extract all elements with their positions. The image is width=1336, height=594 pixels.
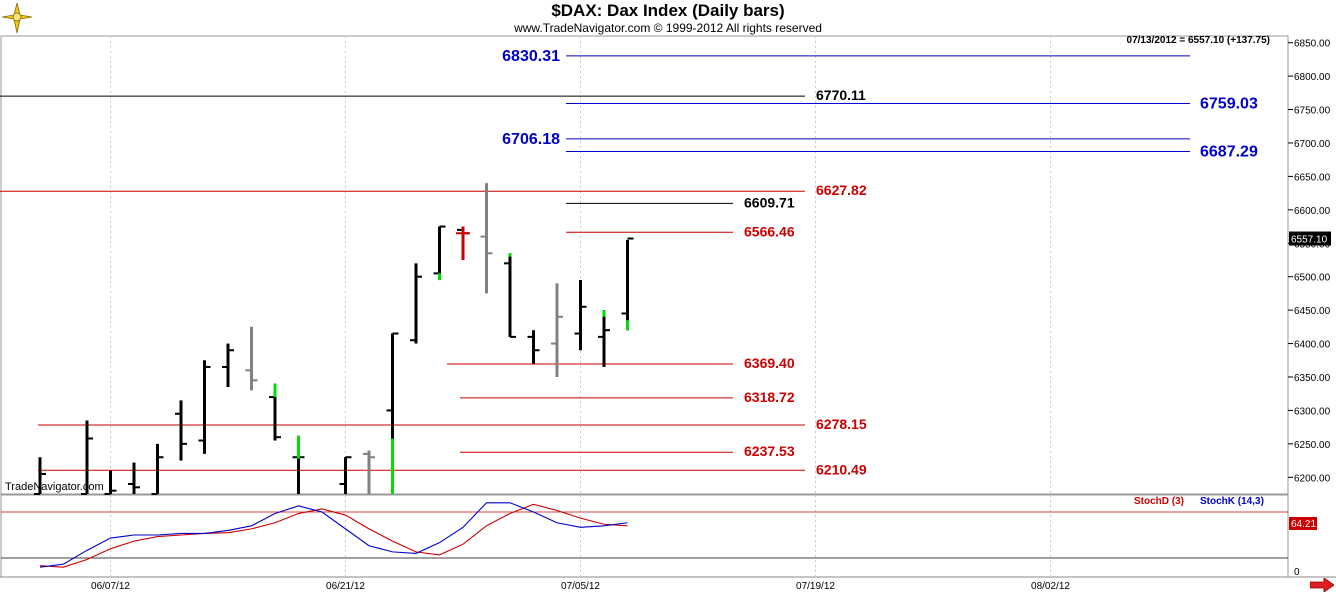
- stoch-last-value-label: 64.21: [1291, 519, 1316, 530]
- ohlc-bar-2012-07-04: [551, 283, 563, 377]
- scroll-right-arrow-icon[interactable]: [1310, 578, 1334, 592]
- y-tick-label-6200.00: 6200.00: [1294, 473, 1331, 484]
- x-tick-label-2012-06-21: 06/21/12: [326, 581, 365, 592]
- y-tick-label-6800.00: 6800.00: [1294, 72, 1331, 83]
- y-tick-label-6450.00: 6450.00: [1294, 306, 1331, 317]
- ohlc-bar-2012-06-21: [339, 456, 352, 494]
- ohlc-bar-2012-06-15: [245, 326, 258, 391]
- legend-stochk: StochK (14,3): [1200, 496, 1264, 507]
- level-label-6210.49: 6210.49: [816, 461, 867, 477]
- y-tick-label-6700.00: 6700.00: [1294, 139, 1331, 150]
- price-panel-frame: [0, 35, 1289, 495]
- y-tick-label-6850.00: 6850.00: [1294, 39, 1331, 50]
- last-quote-readout: 07/13/2012 = 6557.10 (+137.75): [1126, 35, 1270, 46]
- level-label-6369.40: 6369.40: [744, 355, 795, 371]
- level-label-6770.11: 6770.11: [816, 87, 866, 103]
- y-tick-label-6350.00: 6350.00: [1294, 373, 1331, 384]
- legend-stochd: StochD (3): [1134, 496, 1184, 507]
- ohlc-bar-2012-07-09: [621, 237, 634, 331]
- ohlc-bar-2012-06-08: [128, 462, 140, 494]
- ohlc-bar-2012-06-25: [386, 332, 399, 494]
- ohlc-bar-2012-06-13: [198, 360, 211, 454]
- chart-subtitle: www.TradeNavigator.com © 1999-2012 All r…: [514, 21, 822, 35]
- ohlc-bar-2012-06-11: [151, 443, 164, 495]
- y-tick-label-6650.00: 6650.00: [1294, 172, 1331, 183]
- y-tick-label-6600.00: 6600.00: [1294, 206, 1331, 217]
- x-tick-label-2012-07-19: 07/19/12: [796, 581, 835, 592]
- level-label-6318.72: 6318.72: [744, 389, 795, 405]
- ohlc-bar-2012-07-05: [574, 280, 587, 351]
- ohlc-bar-2012-06-27: [433, 225, 446, 281]
- indicator-panel-frame: [0, 494, 1289, 578]
- stoch-line-k: [39, 502, 628, 568]
- watermark: TradeNavigator.com: [5, 481, 104, 493]
- ohlc-bar-2012-06-19: [292, 435, 305, 494]
- level-label-6627.82: 6627.82: [816, 182, 867, 198]
- ohlc-bar-2012-06-06: [81, 420, 93, 495]
- y-tick-label-6300.00: 6300.00: [1294, 406, 1331, 417]
- ohlc-bar-2012-06-12: [175, 400, 187, 461]
- ohlc-bar-2012-07-06: [598, 310, 610, 367]
- ohlc-bar-2012-06-29: [480, 183, 493, 294]
- level-label-6237.53: 6237.53: [744, 443, 795, 459]
- level-label-6609.71: 6609.71: [744, 194, 795, 210]
- ohlc-bar-2012-06-04: [34, 457, 46, 495]
- x-tick-label-2012-07-05: 07/05/12: [561, 581, 600, 592]
- ohlc-bar-2012-07-03: [527, 330, 540, 364]
- last-price-box: [1289, 231, 1331, 246]
- level-label-6706.18: 6706.18: [502, 131, 560, 148]
- ohlc-bar-2012-06-22: [363, 450, 375, 494]
- x-tick-label-2012-08-02: 08/02/12: [1031, 581, 1070, 592]
- ohlc-bar-2012-06-28: [456, 226, 470, 260]
- y-tick-label-6400.00: 6400.00: [1294, 340, 1331, 351]
- trade-navigator-logo-icon: [2, 2, 32, 34]
- ohlc-bar-2012-06-14: [222, 343, 234, 388]
- stoch-line-d: [39, 503, 628, 568]
- ohlc-bar-2012-07-02: [504, 253, 516, 338]
- last-price-label: 6557.10: [1291, 235, 1328, 246]
- level-label-6830.31: 6830.31: [502, 48, 560, 65]
- ohlc-bar-2012-06-26: [410, 263, 422, 344]
- ohlc-bar-2012-06-07: [104, 470, 117, 495]
- y-tick-label-6250.00: 6250.00: [1294, 440, 1331, 451]
- level-label-6566.46: 6566.46: [744, 223, 795, 239]
- stoch-y-tick-0: 0: [1294, 567, 1300, 578]
- ohlc-bar-2012-06-18: [269, 383, 281, 441]
- y-tick-label-6750.00: 6750.00: [1294, 106, 1331, 117]
- level-label-6687.29: 6687.29: [1200, 143, 1258, 160]
- chart-title: $DAX: Dax Index (Daily bars): [551, 1, 785, 20]
- stoch-last-value-box: [1289, 517, 1317, 530]
- level-label-6278.15: 6278.15: [816, 416, 867, 432]
- y-tick-label-6500.00: 6500.00: [1294, 273, 1331, 284]
- level-label-6759.03: 6759.03: [1200, 96, 1258, 113]
- x-tick-label-2012-06-07: 06/07/12: [91, 581, 130, 592]
